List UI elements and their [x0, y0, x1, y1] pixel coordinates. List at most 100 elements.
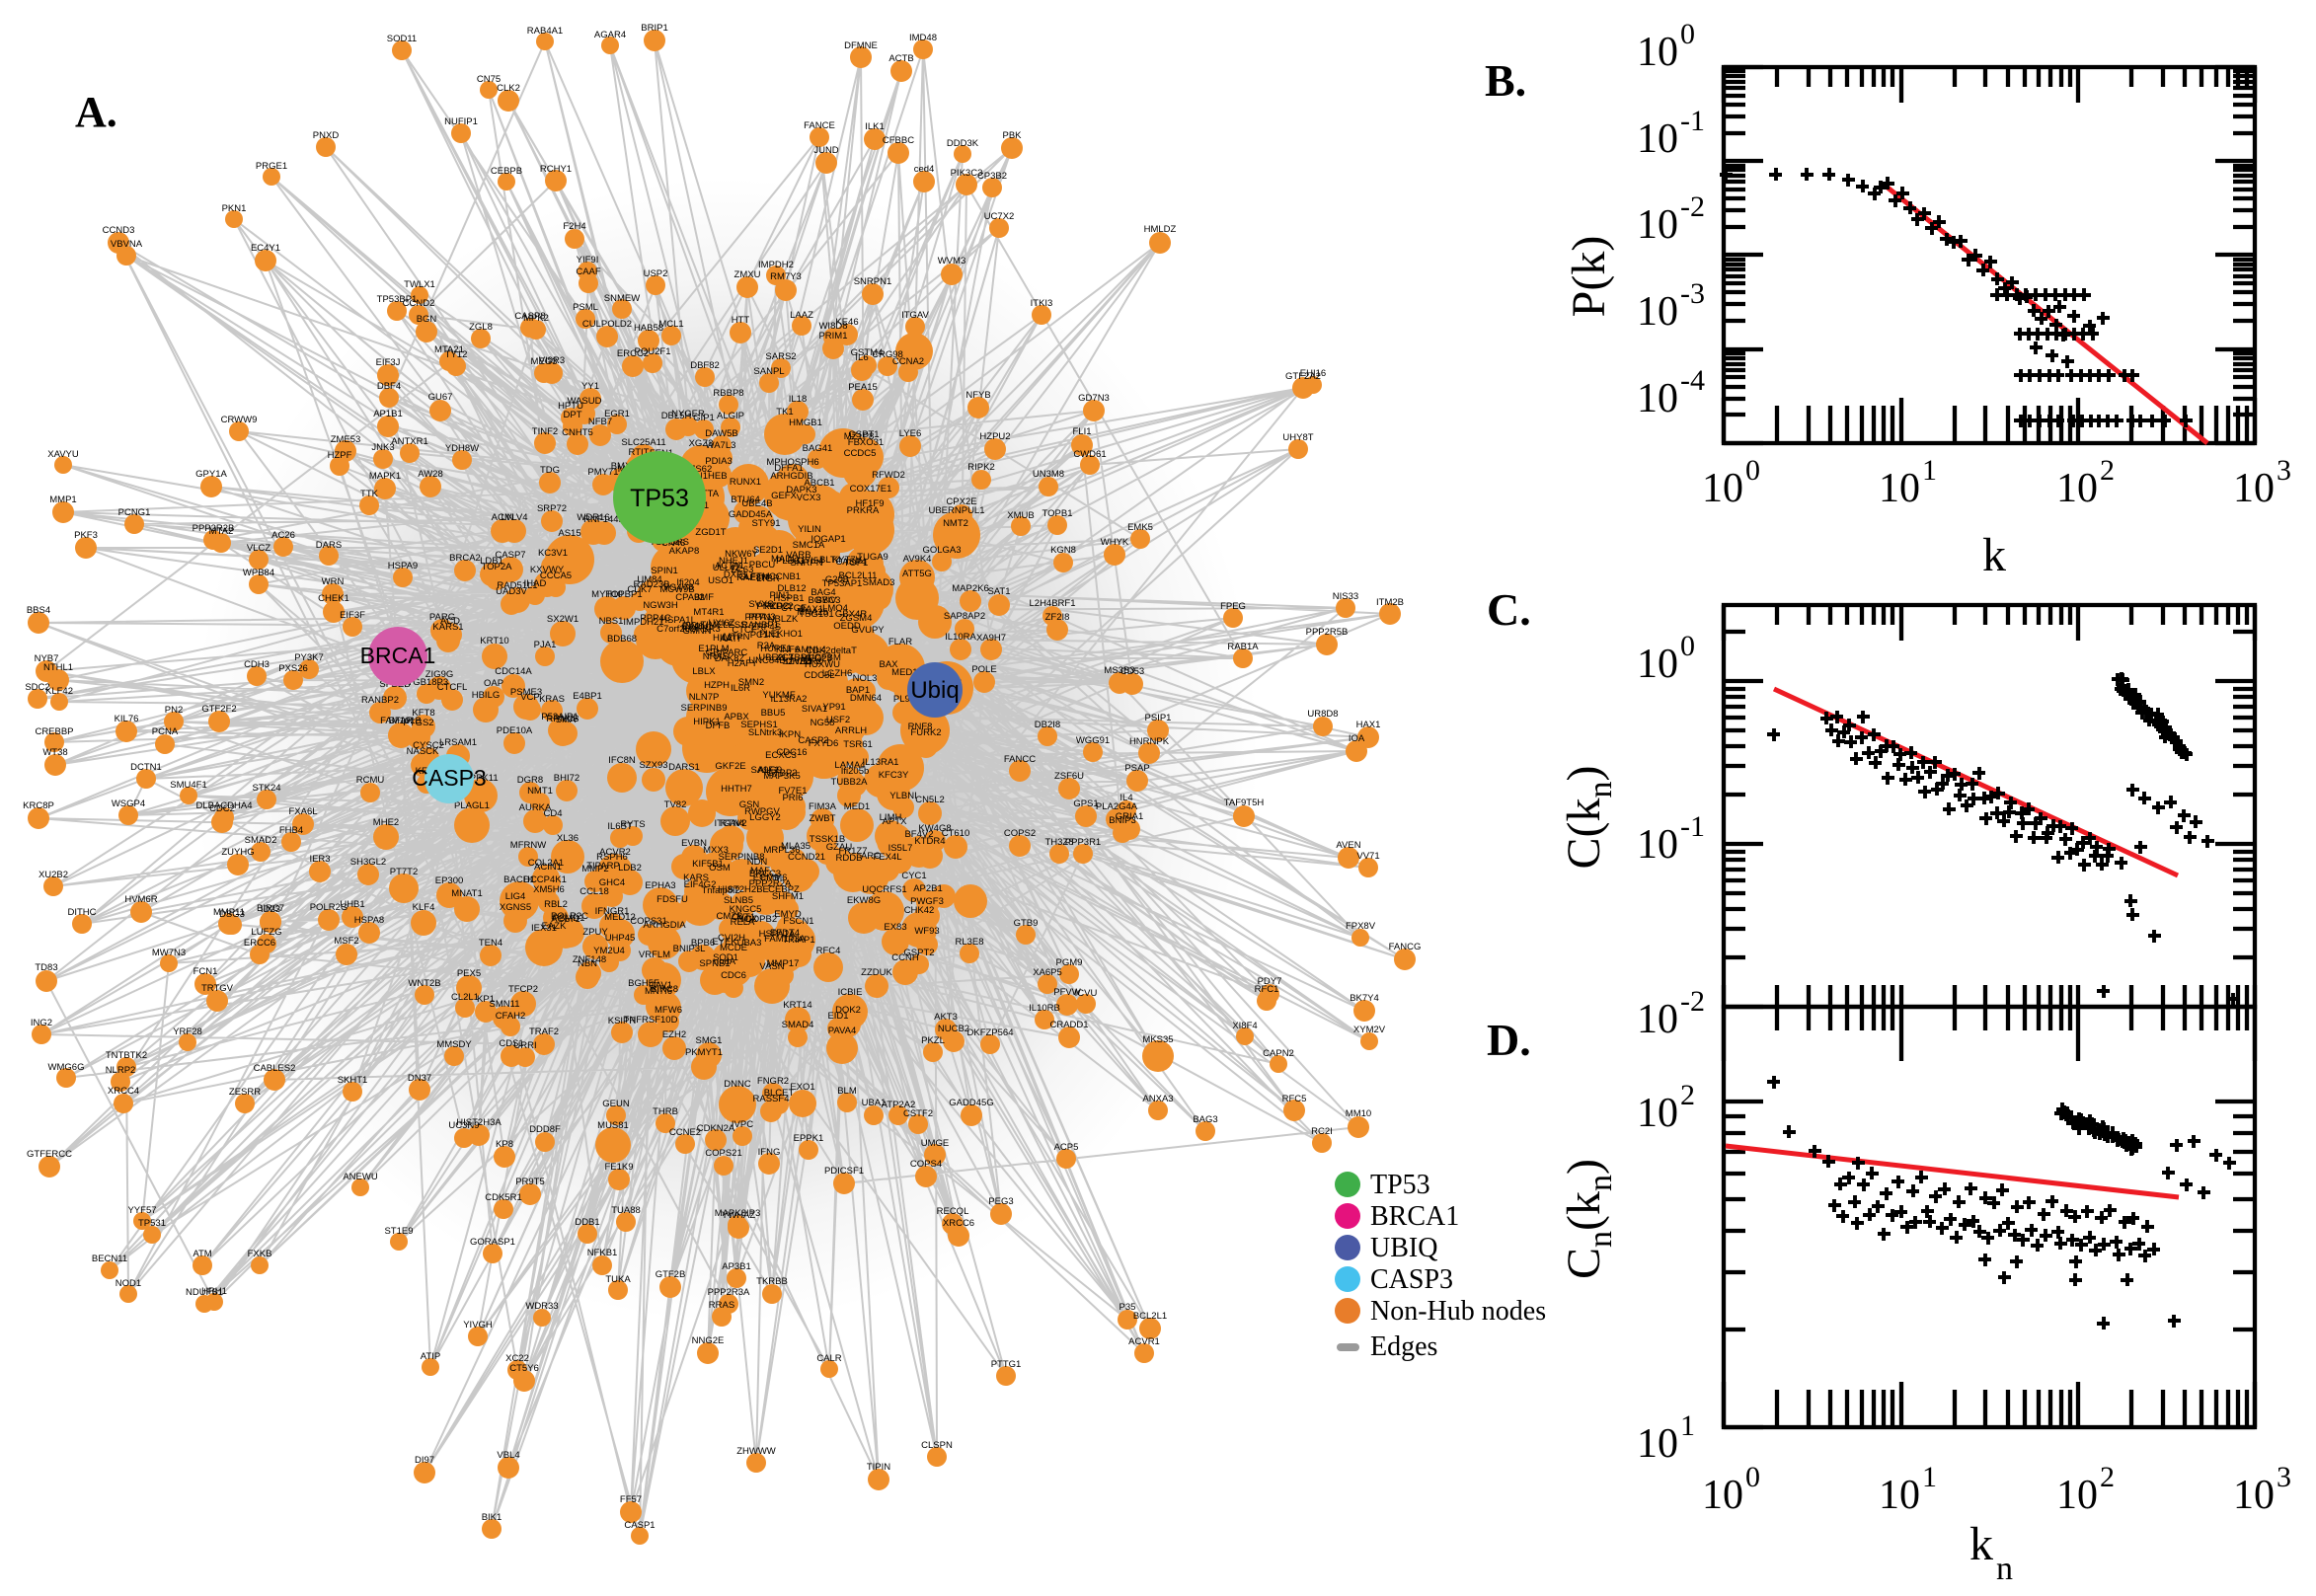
svg-text:BNIP3: BNIP3 — [1109, 815, 1135, 826]
svg-text:GZAU: GZAU — [826, 842, 853, 853]
svg-text:CDK7: CDK7 — [627, 584, 652, 595]
svg-text:CDKN2A: CDKN2A — [697, 1123, 735, 1134]
svg-text:GSTM4: GSTM4 — [851, 347, 884, 358]
svg-text:BDB68: BDB68 — [607, 634, 637, 645]
svg-text:CALR: CALR — [816, 1353, 841, 1364]
svg-text:IL10RB: IL10RB — [1029, 1003, 1060, 1014]
svg-text:0: 0 — [1680, 18, 1695, 50]
svg-text:UAD3V: UAD3V — [496, 586, 527, 597]
svg-text:SNRPN: SNRPN — [790, 558, 822, 569]
svg-text:EAZK: EAZK — [542, 921, 567, 932]
svg-text:ATT5G: ATT5G — [902, 569, 932, 579]
svg-text:ZZDUK: ZZDUK — [861, 967, 892, 978]
svg-text:RFC5: RFC5 — [1282, 1094, 1307, 1104]
svg-text:YLBNI: YLBNI — [889, 791, 916, 801]
svg-text:GIP1: GIP1 — [693, 413, 715, 423]
svg-text:HUPE1: HUPE1 — [760, 644, 792, 654]
svg-text:KFT8: KFT8 — [412, 708, 434, 719]
svg-text:DDD8F: DDD8F — [529, 1124, 561, 1135]
svg-text:RUNX1: RUNX1 — [730, 477, 761, 488]
svg-text:PBCU: PBCU — [749, 560, 776, 570]
svg-text:CSTF2: CSTF2 — [903, 1108, 933, 1119]
svg-text:IFC8N: IFC8N — [608, 755, 636, 766]
svg-text:Ifi205b: Ifi205b — [841, 766, 870, 777]
svg-text:MZ1P8: MZ1P8 — [844, 431, 875, 442]
svg-text:10: 10 — [1637, 116, 1678, 162]
svg-text:SAP8AP2: SAP8AP2 — [944, 611, 985, 622]
svg-text:TUA88: TUA88 — [611, 1205, 641, 1216]
svg-text:BACH1: BACH1 — [503, 874, 535, 885]
svg-text:MTPN: MTPN — [724, 632, 750, 643]
svg-text:KARS1: KARS1 — [432, 622, 463, 633]
svg-text:LBLX: LBLX — [692, 666, 716, 677]
svg-text:CDS1: CDS1 — [499, 1038, 523, 1049]
svg-text:USF2: USF2 — [826, 715, 850, 725]
svg-text:10: 10 — [1637, 30, 1678, 75]
svg-text:NUCB2: NUCB2 — [938, 1024, 969, 1034]
svg-text:RAD51L1: RAD51L1 — [497, 580, 537, 591]
svg-text:npdA: npdA — [714, 956, 736, 967]
svg-text:IOA: IOA — [1349, 733, 1365, 744]
svg-text:GU67: GU67 — [428, 392, 453, 403]
svg-text:HZPH: HZPH — [704, 680, 730, 691]
svg-text:HSPB1: HSPB1 — [773, 593, 804, 604]
svg-text:NOD1: NOD1 — [116, 1278, 141, 1289]
svg-text:WDR33: WDR33 — [525, 1301, 558, 1312]
svg-text:CRADD1: CRADD1 — [1049, 1020, 1088, 1030]
svg-text:CDC14A: CDC14A — [495, 666, 532, 677]
svg-text:EXO1: EXO1 — [790, 1082, 814, 1093]
svg-text:UBERNPUL1: UBERNPUL1 — [928, 505, 984, 516]
svg-text:ZWBT: ZWBT — [810, 813, 836, 824]
svg-text:CR2: CR2 — [803, 656, 821, 667]
svg-text:ACIN: ACIN — [492, 512, 514, 523]
svg-text:MMP11: MMP11 — [213, 907, 245, 918]
svg-text:PLA2G4A: PLA2G4A — [1096, 801, 1138, 812]
svg-text:RTN4: RTN4 — [721, 818, 745, 829]
svg-text:ARHGDIB: ARHGDIB — [770, 471, 812, 482]
svg-text:EX83: EX83 — [884, 922, 906, 933]
svg-text:PEA15: PEA15 — [848, 382, 878, 393]
svg-text:WF93: WF93 — [914, 926, 939, 937]
svg-text:NFB7: NFB7 — [588, 417, 612, 427]
svg-text:TOP1: TOP1 — [844, 558, 869, 569]
svg-text:GTF2B: GTF2B — [656, 1269, 686, 1280]
svg-text:SDC2: SDC2 — [25, 682, 49, 693]
svg-text:POLE: POLE — [971, 664, 996, 675]
svg-text:ced4: ced4 — [914, 164, 935, 175]
svg-text:E4BP1: E4BP1 — [573, 691, 602, 702]
svg-text:ACVR2: ACVR2 — [599, 847, 631, 858]
svg-text:AKAP8: AKAP8 — [669, 546, 700, 557]
svg-text:RASSF4: RASSF4 — [753, 1094, 790, 1104]
svg-text:TP53BP1: TP53BP1 — [377, 294, 418, 305]
svg-text:PLEC1: PLEC1 — [776, 556, 806, 567]
svg-text:TP53AP1: TP53AP1 — [822, 578, 863, 589]
svg-text:EP300: EP300 — [435, 875, 464, 886]
svg-text:DLB12: DLB12 — [777, 583, 806, 594]
svg-text:PGM9: PGM9 — [1056, 957, 1083, 968]
svg-text:10: 10 — [1637, 1421, 1678, 1467]
svg-text:A.: A. — [75, 88, 117, 136]
svg-text:VARB: VARB — [786, 550, 811, 561]
svg-text:RANBP1: RANBP1 — [741, 620, 779, 631]
svg-text:ZNF148: ZNF148 — [573, 954, 606, 965]
svg-text:RAB4A1: RAB4A1 — [527, 26, 563, 37]
svg-text:2: 2 — [1680, 1079, 1695, 1111]
svg-text:AS15: AS15 — [558, 528, 580, 539]
svg-text:CYC1: CYC1 — [901, 871, 926, 881]
svg-text:ITGAV: ITGAV — [901, 310, 929, 321]
svg-text:NLN7P: NLN7P — [689, 692, 720, 703]
svg-text:FMM6: FMM6 — [761, 873, 788, 883]
svg-text:NDUFS1: NDUFS1 — [186, 1287, 223, 1298]
svg-text:RCMU: RCMU — [356, 775, 385, 786]
svg-text:CTCF: CTCF — [732, 625, 757, 636]
svg-text:FPX8V: FPX8V — [1346, 921, 1376, 932]
svg-text:GTF2F2: GTF2F2 — [201, 704, 236, 715]
svg-text:ITGB18P3: ITGB18P3 — [405, 677, 448, 688]
svg-text:TFCP2: TFCP2 — [508, 984, 538, 995]
svg-text:C7orf20: C7orf20 — [656, 624, 690, 635]
svg-text:MKS35: MKS35 — [1142, 1034, 1173, 1045]
svg-text:PRKDC: PRKDC — [756, 601, 789, 612]
svg-text:UBA3: UBA3 — [737, 938, 762, 949]
svg-text:UBIQ: UBIQ — [1370, 1233, 1437, 1263]
svg-text:CTGF: CTGF — [781, 603, 807, 614]
